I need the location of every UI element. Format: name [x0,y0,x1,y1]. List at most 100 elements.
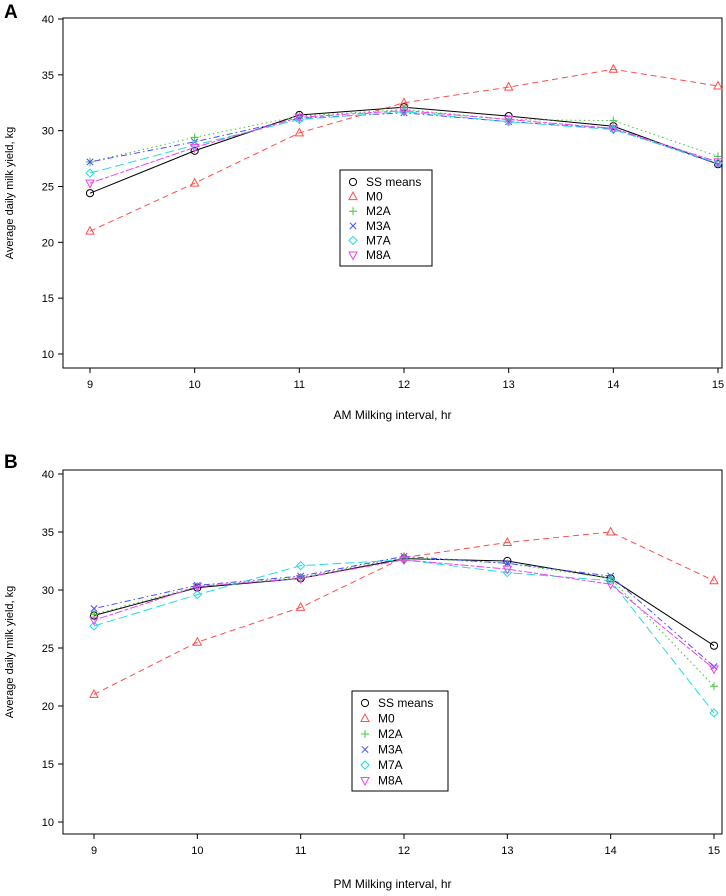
legend-marker [360,712,370,722]
y-tick-label: 25 [42,182,54,194]
data-point [710,682,718,691]
x-tick-label: 11 [294,379,305,391]
series-m8a [85,107,723,189]
data-point [85,189,95,198]
legend-marker [348,235,358,246]
legend-label: SS means [366,175,421,189]
legend-box [351,690,449,792]
x-tick-label: 15 [712,379,724,391]
legend-label: M8A [366,248,391,262]
legend-label: M7A [366,233,391,247]
y-tick-label: 30 [42,585,54,597]
data-point [189,140,200,150]
x-tick-label: 10 [191,845,203,857]
data-point [85,225,95,235]
y-tick-label: 15 [42,759,54,771]
legend-marker [348,177,358,187]
data-point [190,133,199,142]
y-tick-label: 35 [42,70,54,82]
data-point [295,601,306,611]
y-axis-label: Average daily milk yield, kg [4,127,16,259]
series-line [93,557,715,687]
legend-label: M0 [366,190,383,204]
data-point [709,641,719,650]
y-tick-label: 30 [42,126,54,138]
data-point [294,127,305,137]
series-m3a [90,552,718,671]
data-point [399,107,409,117]
series-line [93,559,715,714]
x-tick-label: 12 [398,379,410,391]
legend-label: M7A [378,758,403,772]
y-tick-label: 10 [42,817,54,829]
x-tick-label: 11 [295,845,306,857]
data-point [295,560,306,571]
data-point [192,636,203,646]
data-point [89,616,99,626]
x-tick-label: 14 [605,845,617,857]
legend-label: M2A [378,727,403,741]
chart-b: 10 15 20 25 30 35 40 9 10 11 12 13 14 15 PM Milking in… [4,469,723,891]
y-tick-label: 35 [42,527,54,539]
legend-label: M3A [378,743,403,757]
data-point [295,574,306,584]
legend-label: M2A [366,204,391,218]
legend-marker [348,251,358,261]
series-line [93,555,715,667]
data-point [189,143,200,153]
data-point [503,117,514,127]
data-point [502,565,513,575]
data-point [503,559,511,567]
data-point [190,146,199,155]
series-line [93,558,715,647]
data-point [608,124,619,134]
legend-box [339,169,433,267]
series-m2a [90,553,718,691]
panel-letter-b: B [4,452,18,473]
chart-a: 10 15 20 25 30 35 40 9 10 11 12 13 14 15 AM Milking in… [4,14,724,422]
data-point [89,688,99,698]
y-tick-label: 15 [42,293,54,305]
legend-marker [349,222,357,230]
series-m0 [85,63,723,235]
legend-label: M8A [378,774,403,788]
legend-label: M0 [378,712,395,726]
legend-marker [360,760,370,770]
data-point [294,113,305,123]
data-point [605,580,616,590]
data-point [608,63,619,73]
y-tick-label: 20 [42,701,54,713]
series-m3a [86,109,722,168]
series-line [89,111,719,174]
legend-marker [349,207,357,216]
series-m0 [89,526,719,698]
panel-letter-a: A [4,2,18,23]
x-tick-label: 10 [189,379,201,391]
data-point [713,80,723,90]
data-point [713,158,723,168]
legend-marker [361,730,369,738]
y-tick-label: 40 [42,14,54,26]
data-point [85,168,95,178]
data-point [189,177,200,187]
data-point [503,81,514,91]
y-axis-label: Average daily milk yield, kg [4,586,16,718]
data-point [713,160,723,169]
y-tick-label: 40 [42,469,54,481]
series-line [93,531,715,695]
data-point [605,526,616,536]
data-point [709,708,719,718]
data-point [90,605,98,613]
data-point [503,116,514,126]
plot-frame [62,469,723,835]
legend-label: M3A [366,219,391,233]
legend-marker [361,745,369,754]
data-point [89,621,99,631]
x-tick-label: 12 [398,845,410,857]
legend-label: SS means [378,696,433,710]
series-line [93,559,715,670]
series-m7a [85,106,723,178]
data-point [709,575,719,585]
legend-marker [348,191,358,201]
